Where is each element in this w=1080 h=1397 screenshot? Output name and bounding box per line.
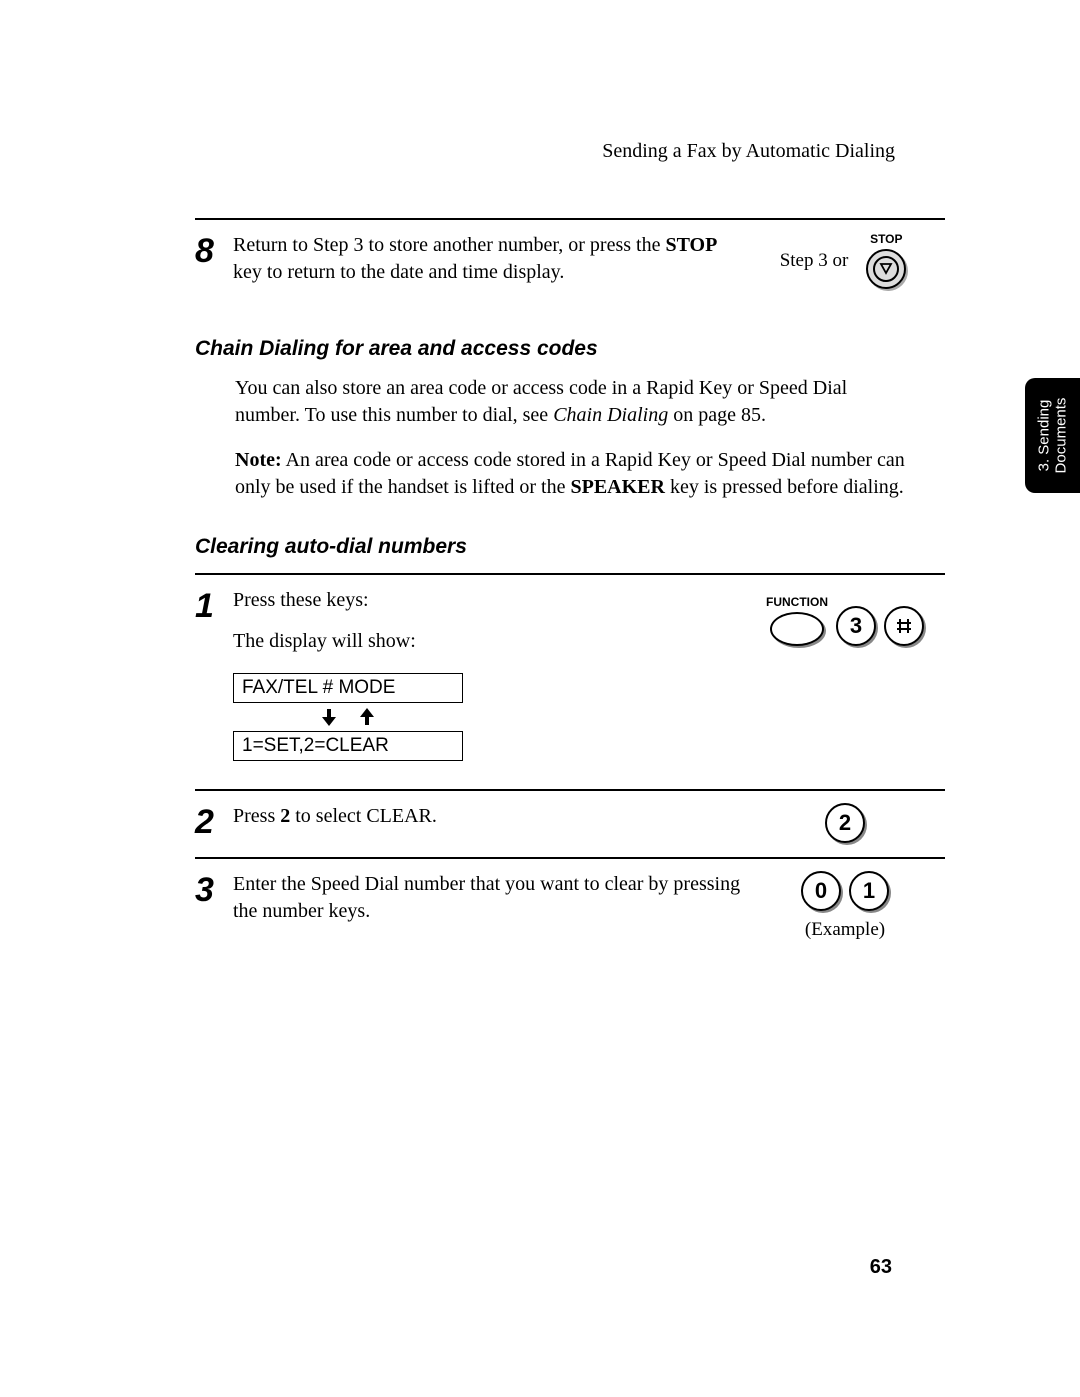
example-caption: (Example) [805, 919, 885, 941]
step-1: 1 Press these keys: The display will sho… [195, 575, 945, 789]
step-visual: 0 1 (Example) [745, 871, 945, 941]
text-line: Press these keys: [233, 587, 745, 614]
text-bold: STOP [665, 234, 717, 256]
key-group: 0 1 [797, 871, 893, 911]
step-number: 2 [195, 803, 233, 839]
text-segment: on page 85. [668, 404, 766, 426]
stop-key-label: STOP [870, 232, 902, 246]
step-text: Return to Step 3 to store another number… [233, 232, 745, 289]
step-text: Press 2 to select CLEAR. [233, 803, 745, 843]
step3-or-label: Step 3 or [780, 250, 849, 272]
text-line: The display will show: [233, 628, 745, 655]
arrow-down-icon [321, 707, 337, 727]
page-header: Sending a Fax by Automatic Dialing [195, 140, 895, 163]
step-number: 3 [195, 871, 233, 907]
function-key-label: FUNCTION [766, 595, 828, 609]
lcd-arrows [233, 703, 463, 731]
paragraph-note: Note: An area code or access code stored… [235, 447, 915, 501]
text-segment: to select CLEAR. [290, 805, 437, 827]
text-bold: SPEAKER [570, 476, 664, 498]
lcd-line-1: FAX/TEL # MODE [233, 673, 463, 703]
key-1-icon: 1 [849, 871, 889, 911]
arrow-up-icon [359, 707, 375, 727]
lcd-display: FAX/TEL # MODE 1=SET,2=CLEAR [233, 673, 463, 761]
key-0-icon: 0 [801, 871, 841, 911]
lcd-line-2: 1=SET,2=CLEAR [233, 731, 463, 761]
page-number: 63 [870, 1256, 892, 1279]
text-segment: key is pressed before dialing. [665, 476, 904, 498]
text-segment: Return to Step 3 to store another number… [233, 234, 665, 256]
step-3: 3 Enter the Speed Dial number that you w… [195, 859, 945, 955]
step-number: 8 [195, 232, 233, 268]
key-hash-icon [884, 606, 924, 646]
key-2-icon: 2 [825, 803, 865, 843]
stop-key-stack: STOP [866, 232, 906, 289]
text-italic: Chain Dialing [553, 404, 668, 426]
key-3-icon: 3 [836, 606, 876, 646]
stop-triangle-icon [879, 262, 893, 276]
step-2: 2 Press 2 to select CLEAR. 2 [195, 791, 945, 857]
text-segment: Press [233, 805, 280, 827]
step-visual: FUNCTION 3 [745, 587, 945, 767]
heading-clearing-autodial: Clearing auto-dial numbers [195, 535, 945, 559]
text-segment: key to return to the date and time displ… [233, 261, 564, 283]
chapter-tab-text: 3. SendingDocuments [1036, 398, 1069, 474]
function-key-icon [770, 612, 824, 646]
step-8: 8 Return to Step 3 to store another numb… [195, 220, 945, 303]
note-label: Note: [235, 449, 282, 471]
step-text: Enter the Speed Dial number that you wan… [233, 871, 745, 941]
step-visual: 2 [745, 803, 945, 843]
step-visual: Step 3 or STOP [745, 232, 945, 289]
chapter-tab: 3. SendingDocuments [1025, 378, 1080, 493]
step-number: 1 [195, 587, 233, 623]
heading-chain-dialing: Chain Dialing for area and access codes [195, 337, 945, 361]
page: Sending a Fax by Automatic Dialing 8 Ret… [0, 0, 1080, 1397]
key-group: FUNCTION 3 [762, 595, 928, 646]
function-key-stack: FUNCTION [766, 595, 828, 646]
stop-key-icon [866, 249, 906, 289]
step-text: Press these keys: The display will show:… [233, 587, 745, 767]
paragraph: You can also store an area code or acces… [235, 375, 915, 429]
text-bold: 2 [280, 805, 290, 827]
